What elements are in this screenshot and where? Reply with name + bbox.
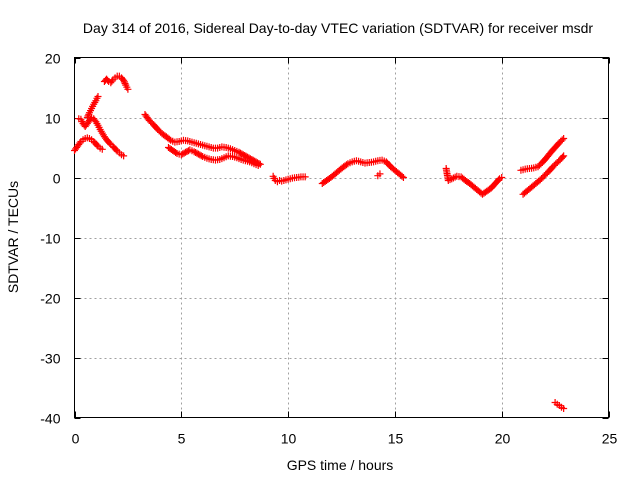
series-arc-1-lower	[71, 134, 106, 154]
y-tick-label: 10	[45, 111, 61, 127]
data-point	[121, 80, 129, 87]
y-tick-label: 20	[45, 51, 61, 67]
x-tick-label: 20	[495, 431, 511, 447]
series-arc-3	[318, 156, 407, 187]
data-point	[94, 93, 102, 100]
y-tick-label: -30	[40, 351, 60, 367]
series-arc-2-upper	[141, 111, 264, 168]
data-point	[448, 175, 456, 183]
series-arc-3-dip	[374, 170, 384, 180]
data-point	[558, 136, 566, 144]
data-point	[84, 112, 92, 120]
data-point	[254, 162, 262, 169]
data-point	[560, 152, 568, 160]
data-point	[498, 174, 506, 181]
axis-ticks	[74, 57, 610, 419]
x-tick-label: 10	[281, 431, 297, 447]
data-point	[342, 161, 350, 169]
y-tick-label: -40	[40, 411, 60, 427]
y-tick-labels: -40 -30 -20 -10 0 10 20	[40, 51, 60, 427]
x-tick-label: 25	[602, 431, 618, 447]
data-point	[76, 139, 84, 147]
series-arc-2-lower	[164, 144, 262, 169]
series-arc-5-upper	[517, 135, 568, 174]
series-arc-1-mid	[75, 114, 128, 160]
data-point	[112, 146, 120, 154]
data-point	[172, 149, 180, 156]
data-point	[120, 152, 128, 160]
series-arc-1-top	[100, 72, 132, 93]
series-arc-4	[442, 165, 506, 198]
x-axis-label: GPS time / hours	[287, 457, 394, 473]
data-series	[71, 72, 568, 412]
data-point	[560, 135, 568, 142]
plot-frame	[74, 57, 609, 418]
data-point	[398, 172, 406, 180]
series-arc-1-rise	[83, 93, 102, 121]
y-tick-label: -10	[40, 231, 60, 247]
y-tick-label: -20	[40, 291, 60, 307]
x-tick-label: 5	[178, 431, 186, 447]
data-point	[83, 114, 91, 121]
y-tick-label: 0	[53, 171, 61, 187]
data-point	[560, 405, 568, 412]
y-axis-label: SDTVAR / TECUs	[5, 181, 21, 293]
x-tick-labels: 0 5 10 15 20 25	[72, 431, 618, 447]
grid	[74, 57, 609, 418]
data-point	[120, 78, 128, 86]
data-point	[399, 174, 407, 181]
data-point	[108, 77, 116, 85]
data-point	[98, 145, 106, 153]
series-arc-5-lower	[519, 152, 568, 198]
data-point	[301, 173, 309, 181]
data-point	[124, 85, 132, 93]
series-outlier	[551, 399, 568, 412]
data-point	[106, 139, 114, 147]
data-point	[165, 135, 173, 143]
data-point	[444, 177, 452, 184]
data-point	[559, 153, 567, 161]
series-arc-2-tail	[269, 172, 309, 186]
data-point	[376, 170, 384, 178]
data-point	[93, 141, 101, 149]
data-point	[446, 176, 454, 184]
x-tick-label: 15	[388, 431, 404, 447]
x-tick-label: 0	[72, 431, 80, 447]
data-point	[197, 152, 205, 160]
chart-title: Day 314 of 2016, Sidereal Day-to-day VTE…	[83, 20, 593, 36]
data-point	[120, 76, 128, 84]
data-point	[449, 174, 457, 182]
data-point	[85, 110, 93, 118]
